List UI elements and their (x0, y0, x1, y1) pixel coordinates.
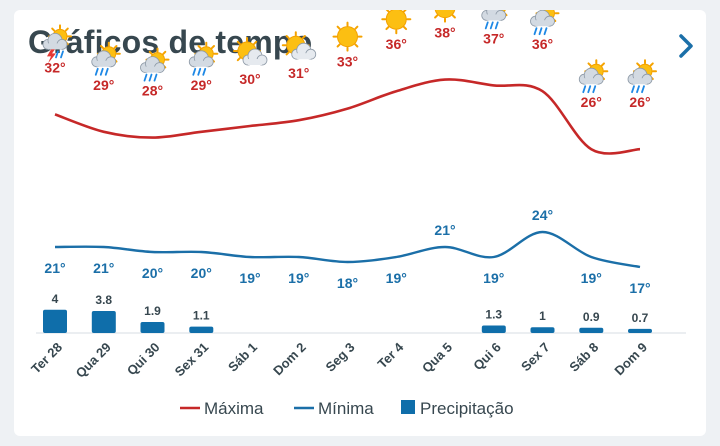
min-temp-label: 21° (44, 260, 65, 276)
rain-sun-icon-3 (140, 47, 170, 82)
sun-icon-7 (332, 21, 363, 52)
min-temp-label: 20° (142, 265, 163, 281)
min-temp-label: 19° (288, 270, 309, 286)
max-temp-label: 26° (629, 94, 650, 110)
max-temp-label: 36° (386, 36, 407, 52)
day-label: Qui 30 (124, 340, 163, 379)
max-temp-label: 29° (191, 77, 212, 93)
max-temp-label: 32° (44, 59, 65, 75)
day-label: Ter 4 (374, 339, 406, 371)
day-label: Ter 28 (28, 340, 65, 377)
min-temp-label: 21° (93, 260, 114, 276)
legend-min-label: Mínima (318, 399, 374, 418)
day-label: Dom 9 (611, 340, 650, 379)
max-temp-label: 36° (532, 36, 553, 52)
partly-cloudy-icon-5 (233, 37, 268, 66)
precip-label: 0.7 (632, 311, 649, 325)
min-temp-line (54, 230, 641, 269)
min-temp-label: 20° (191, 265, 212, 281)
precip-bar (140, 322, 165, 333)
precip-bar (530, 327, 555, 333)
max-temp-label: 26° (581, 94, 602, 110)
rain-sun-icon-4 (188, 41, 219, 76)
precip-label: 1.9 (144, 304, 161, 318)
max-temp-label: 37° (483, 30, 504, 46)
min-temp-label: 21° (434, 222, 455, 238)
day-label: Seg 3 (322, 340, 357, 375)
sun-icon-8 (381, 10, 412, 35)
weather-chart-card: Gráficos de tempo 4 3.8 1.9 1.1 1.3 1 0.9 0.7 32… (14, 10, 706, 436)
day-label: Sex 7 (518, 340, 553, 375)
precip-bar (189, 326, 214, 333)
min-temp-label: 19° (581, 270, 602, 286)
precip-bar (481, 325, 506, 333)
legend-max-label: Máxima (204, 399, 264, 418)
max-temp-label: 38° (434, 25, 455, 41)
max-temp-label: 28° (142, 83, 163, 99)
day-label: Sáb 8 (566, 340, 601, 375)
precip-label: 3.8 (95, 293, 112, 307)
precip-label: 4 (52, 292, 59, 306)
weather-chart: 4 3.8 1.9 1.1 1.3 1 0.9 0.7 32° 29° 28° 29° 30° 31° 33… (28, 10, 686, 418)
max-temp-label: 33° (337, 54, 358, 70)
rain-sun-icon-12 (578, 59, 609, 94)
min-temp-label: 19° (239, 270, 260, 286)
day-label: Sex 31 (172, 340, 212, 380)
weather-icons (42, 10, 657, 94)
legend-precip-label: Precipitação (420, 399, 514, 418)
min-temp-label: 18° (337, 275, 358, 291)
precip-bar (43, 309, 67, 333)
rain-sun-icon-10 (481, 10, 508, 30)
min-temp-label: 24° (532, 207, 553, 223)
rain-sun-icon-2 (91, 41, 121, 76)
page-title: Gráficos de tempo (28, 24, 313, 60)
max-temp-label: 29° (93, 77, 114, 93)
sun-icon-9 (434, 10, 456, 23)
rain-sun-icon-13 (627, 59, 657, 94)
day-label: Qui 6 (470, 340, 504, 374)
day-label: Qua 5 (419, 340, 455, 376)
day-label: Sáb 1 (225, 340, 260, 375)
min-temp-label: 17° (629, 280, 650, 296)
precip-label: 0.9 (583, 310, 600, 324)
precip-bar (91, 311, 116, 333)
chart-legend: Máxima Mínima Precipitação (180, 399, 514, 418)
legend-precip-swatch (401, 400, 415, 414)
min-temp-label: 19° (483, 270, 504, 286)
min-temp-label: 19° (386, 270, 407, 286)
max-temp-line (54, 78, 641, 155)
day-label: Qua 29 (73, 340, 114, 381)
precip-bar (579, 327, 604, 333)
precip-label: 1.1 (193, 309, 210, 323)
precip-bar (628, 328, 652, 333)
chevron-right-icon[interactable] (672, 32, 700, 60)
precip-label: 1 (539, 309, 546, 323)
rain-sun-icon-11 (530, 10, 560, 36)
max-temp-label: 30° (239, 71, 260, 87)
precip-label: 1.3 (485, 307, 502, 321)
day-label: Dom 2 (270, 340, 309, 379)
max-temp-label: 31° (288, 65, 309, 81)
thunderstorm-icon-1 (42, 24, 72, 64)
partly-cloudy-icon-6 (281, 31, 317, 60)
